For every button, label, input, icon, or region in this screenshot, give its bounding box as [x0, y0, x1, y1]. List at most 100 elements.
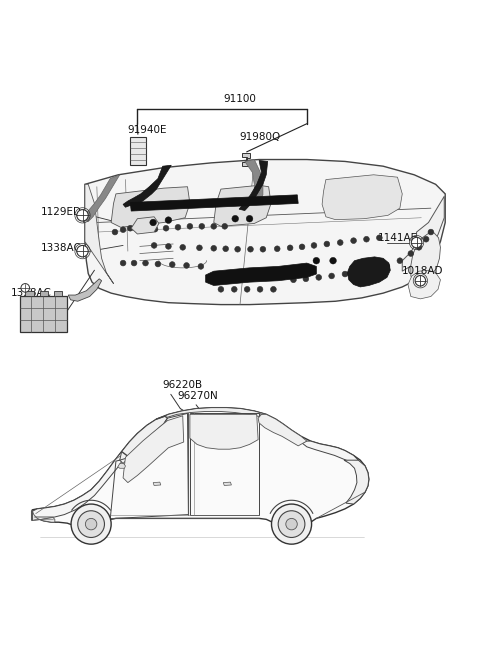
Circle shape [222, 223, 228, 229]
Polygon shape [130, 137, 145, 165]
Text: 1338AC: 1338AC [11, 288, 52, 298]
Polygon shape [82, 175, 120, 221]
Circle shape [175, 225, 181, 230]
Circle shape [416, 244, 422, 250]
Circle shape [260, 246, 266, 252]
Polygon shape [344, 460, 369, 504]
Polygon shape [411, 232, 441, 282]
Circle shape [232, 215, 239, 222]
Circle shape [223, 246, 228, 252]
Polygon shape [153, 482, 161, 485]
Circle shape [21, 284, 30, 292]
Polygon shape [33, 407, 369, 527]
Polygon shape [302, 441, 359, 462]
Circle shape [244, 286, 250, 292]
Circle shape [313, 257, 320, 264]
Polygon shape [85, 160, 445, 305]
Polygon shape [214, 185, 271, 227]
Polygon shape [123, 165, 171, 207]
Circle shape [257, 286, 263, 292]
Polygon shape [408, 271, 441, 299]
Circle shape [187, 223, 193, 229]
Circle shape [120, 260, 126, 266]
Polygon shape [239, 160, 268, 210]
Circle shape [152, 227, 158, 232]
Text: 1338AC: 1338AC [40, 243, 82, 253]
Circle shape [337, 240, 343, 246]
Polygon shape [205, 263, 316, 286]
Circle shape [428, 229, 434, 235]
Circle shape [351, 238, 357, 244]
Polygon shape [165, 407, 266, 417]
Polygon shape [131, 217, 159, 234]
Circle shape [290, 277, 296, 283]
Circle shape [408, 251, 414, 256]
Circle shape [376, 235, 382, 240]
Polygon shape [54, 291, 62, 297]
Circle shape [235, 246, 240, 252]
Circle shape [131, 260, 137, 266]
Circle shape [77, 246, 88, 257]
Circle shape [299, 244, 305, 250]
Circle shape [169, 261, 175, 267]
Circle shape [163, 225, 169, 231]
Circle shape [370, 267, 375, 273]
Circle shape [197, 245, 202, 251]
Circle shape [155, 261, 161, 267]
Text: 1141AE: 1141AE [377, 233, 418, 243]
Circle shape [411, 237, 422, 248]
Text: 96220B: 96220B [163, 381, 203, 390]
Circle shape [246, 215, 253, 222]
Polygon shape [111, 187, 190, 227]
Text: 1129ED: 1129ED [40, 207, 82, 217]
Polygon shape [258, 415, 307, 446]
Circle shape [364, 236, 369, 242]
Circle shape [275, 246, 280, 252]
Circle shape [231, 286, 237, 292]
Text: 91940E: 91940E [128, 125, 168, 135]
Circle shape [303, 276, 309, 282]
Circle shape [271, 286, 276, 292]
Circle shape [330, 257, 336, 264]
Polygon shape [118, 464, 125, 468]
Circle shape [415, 276, 426, 286]
Circle shape [199, 223, 204, 229]
Circle shape [311, 242, 317, 248]
Text: 91100: 91100 [224, 94, 256, 104]
Polygon shape [25, 291, 34, 297]
Circle shape [316, 274, 322, 280]
Circle shape [198, 263, 204, 269]
Text: 91980Q: 91980Q [239, 132, 280, 142]
Circle shape [77, 210, 88, 221]
Polygon shape [120, 417, 168, 464]
Circle shape [180, 244, 186, 250]
Circle shape [120, 227, 126, 233]
Circle shape [78, 511, 105, 538]
Circle shape [286, 518, 297, 530]
Polygon shape [33, 451, 125, 520]
Circle shape [151, 242, 157, 248]
Polygon shape [242, 153, 251, 166]
Circle shape [356, 269, 361, 275]
Circle shape [423, 236, 429, 242]
Polygon shape [130, 195, 298, 211]
Circle shape [329, 273, 335, 279]
Polygon shape [85, 184, 114, 284]
Text: 1018AD: 1018AD [402, 266, 444, 276]
Circle shape [150, 219, 156, 226]
Circle shape [324, 241, 330, 247]
Polygon shape [20, 297, 67, 332]
Polygon shape [33, 512, 55, 522]
Circle shape [71, 504, 111, 544]
Polygon shape [223, 482, 231, 485]
Circle shape [397, 258, 403, 263]
Circle shape [211, 246, 216, 251]
Circle shape [211, 223, 216, 229]
Circle shape [85, 518, 97, 530]
Polygon shape [68, 279, 102, 301]
Circle shape [342, 271, 348, 277]
Polygon shape [322, 175, 402, 219]
Circle shape [165, 217, 172, 223]
Polygon shape [348, 257, 390, 287]
Circle shape [248, 246, 253, 252]
